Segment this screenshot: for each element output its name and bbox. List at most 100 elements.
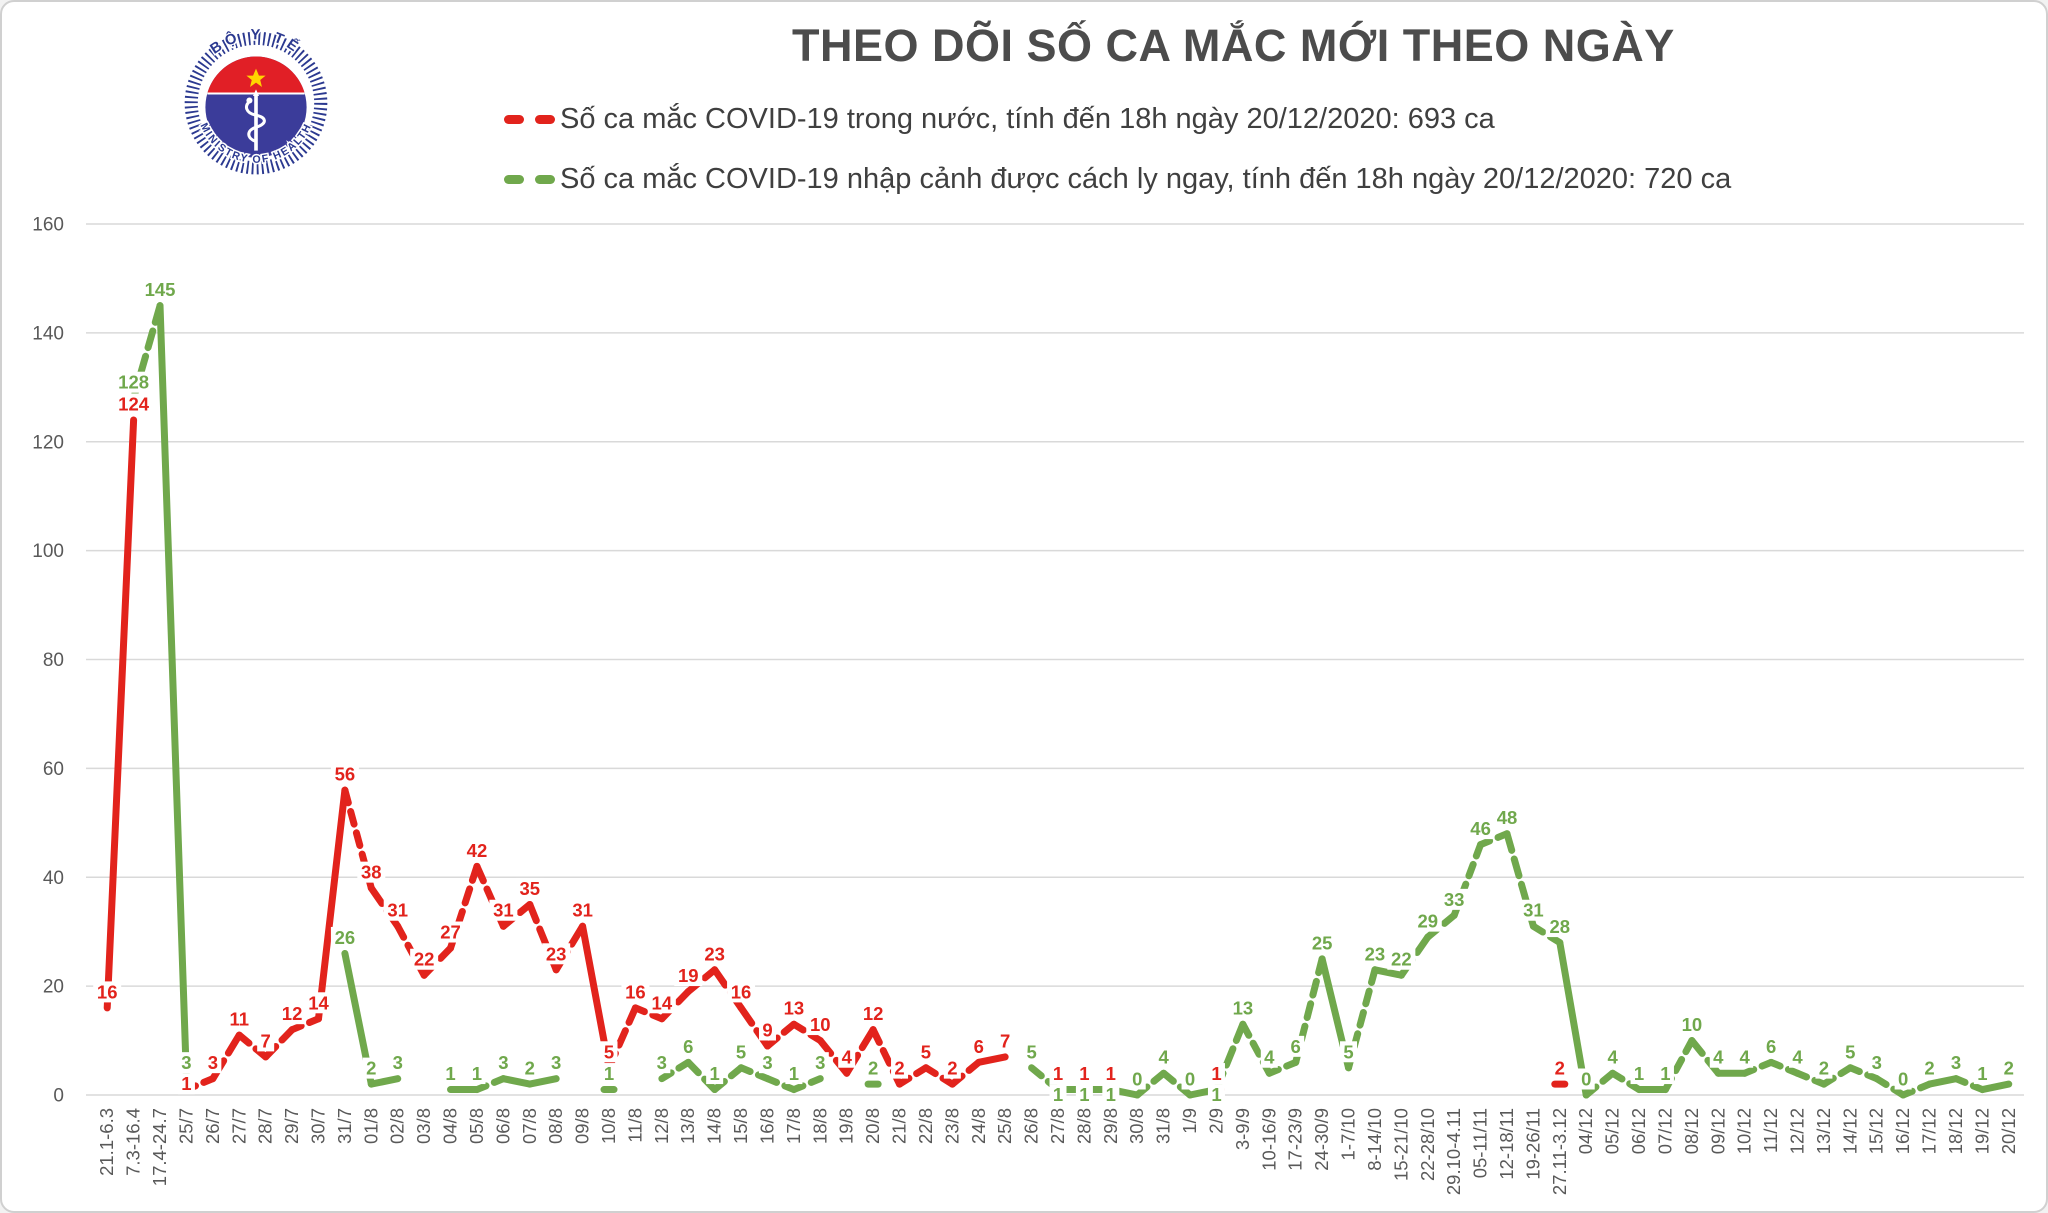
series-line-imported	[1424, 911, 1458, 941]
data-label: 3	[762, 1052, 772, 1073]
y-tick-label: 20	[43, 977, 64, 998]
data-label-bg	[864, 1057, 882, 1079]
data-label: 7	[261, 1030, 271, 1051]
x-tick-label: 05/8	[466, 1108, 487, 1144]
logo-snake-head	[246, 97, 253, 104]
series-line-domestic	[896, 1064, 930, 1088]
data-label-bg	[1360, 943, 1389, 965]
data-label: 4	[1792, 1047, 1803, 1068]
x-tick-label: 09/12	[1707, 1108, 1728, 1154]
legend-dash-green	[504, 174, 524, 184]
data-label-bg	[1577, 1068, 1595, 1090]
data-label: 5	[604, 1041, 614, 1062]
data-label: 128	[118, 372, 149, 393]
data-label: 23	[704, 943, 725, 964]
x-tick-label: 05/12	[1602, 1108, 1623, 1154]
x-tick-label: 1/9	[1179, 1108, 1200, 1134]
data-label: 0	[1581, 1069, 1591, 1090]
series-line-imported	[1926, 1075, 1960, 1088]
data-label-bg	[1604, 1046, 1622, 1068]
data-label: 5	[1845, 1041, 1855, 1062]
x-tick-label: 03/8	[413, 1108, 434, 1144]
data-label-bg	[1868, 1052, 1886, 1074]
series-line-imported	[1688, 1037, 1722, 1077]
data-label: 1	[181, 1073, 191, 1094]
data-label-bg	[383, 899, 412, 921]
data-label: 3	[815, 1052, 825, 1073]
data-label: 12	[282, 1003, 303, 1024]
x-tick-label: 15/12	[1866, 1108, 1887, 1154]
legend-item-imported: Số ca mắc COVID-19 nhập cảnh được cách l…	[504, 158, 1731, 200]
data-label-bg	[732, 1041, 750, 1063]
series-line-imported	[1477, 830, 1511, 849]
x-tick-label: 28/7	[255, 1108, 276, 1144]
data-label-bg	[1947, 1052, 1965, 1074]
data-label-bg	[93, 981, 122, 1003]
series-line-imported	[1873, 1075, 1907, 1099]
data-label-bg	[785, 1063, 803, 1085]
data-label: 3	[1951, 1052, 1961, 1073]
data-label: 1	[1053, 1084, 1063, 1105]
series-line-domestic	[103, 416, 138, 1012]
data-label-bg	[542, 943, 571, 965]
data-label: 2	[1924, 1058, 1934, 1079]
legend: Số ca mắc COVID-19 trong nước, tính đến …	[504, 98, 1731, 218]
series-line-imported	[1529, 922, 1564, 947]
series-line-imported	[1160, 1069, 1194, 1099]
data-label-bg	[1815, 1057, 1833, 1079]
data-label: 1	[1660, 1063, 1670, 1084]
data-label-bg	[679, 1035, 697, 1057]
series-line-domestic	[420, 944, 455, 979]
series-line-imported	[1371, 966, 1405, 979]
x-tick-label: 07/12	[1654, 1108, 1675, 1154]
data-label: 0	[1132, 1069, 1142, 1090]
data-label: 46	[1470, 818, 1491, 839]
data-label: 31	[1523, 900, 1544, 921]
y-tick-label: 160	[32, 215, 64, 236]
data-label: 13	[1233, 998, 1254, 1019]
data-label: 4	[1158, 1047, 1169, 1068]
data-label: 6	[974, 1036, 984, 1057]
logo-snake-icon	[245, 99, 266, 144]
data-label: 1	[1106, 1063, 1116, 1084]
series-line-imported	[1133, 1069, 1168, 1099]
data-label: 28	[1550, 916, 1571, 937]
legend-label-imported: Số ca mắc COVID-19 nhập cảnh được cách l…	[560, 162, 1732, 195]
data-label-bg	[1789, 1046, 1807, 1068]
x-tick-label: 7.3-16.4	[123, 1108, 144, 1176]
series-line-domestic	[235, 1031, 270, 1061]
data-label-bg	[647, 992, 676, 1014]
data-label: 23	[546, 943, 567, 964]
data-label-bg	[653, 1052, 671, 1074]
x-tick-label: 22/8	[915, 1108, 936, 1144]
series-line-imported	[526, 1075, 560, 1088]
data-label: 4	[1713, 1047, 1724, 1068]
data-label-bg	[1102, 1063, 1120, 1085]
data-label: 7	[1000, 1030, 1010, 1051]
data-label: 2	[947, 1058, 957, 1079]
data-label: 27	[440, 922, 461, 943]
x-tick-label: 06/8	[492, 1108, 513, 1144]
x-tick-label: 13/12	[1813, 1108, 1834, 1154]
series-line-domestic	[658, 988, 692, 1023]
data-label-bg	[1736, 1046, 1754, 1068]
y-tick-label: 140	[32, 323, 64, 344]
data-label-bg	[1630, 1063, 1648, 1085]
data-label-bg	[1921, 1057, 1939, 1079]
data-label: 2	[1555, 1058, 1565, 1079]
series-line-imported	[658, 1058, 692, 1083]
data-label: 10	[1682, 1014, 1703, 1035]
data-label-bg	[114, 393, 154, 415]
x-tick-label: 25/8	[994, 1108, 1015, 1144]
data-label: 11	[229, 1009, 249, 1030]
data-label-bg	[568, 899, 597, 921]
data-label-bg	[1656, 1063, 1674, 1085]
x-tick-label: 1-7/10	[1338, 1108, 1359, 1160]
data-label: 5	[1026, 1041, 1036, 1062]
data-label-bg	[758, 1052, 776, 1074]
data-label-bg	[278, 1003, 307, 1025]
data-label: 5	[921, 1041, 931, 1062]
data-label-bg	[468, 1063, 486, 1085]
data-label: 4	[1264, 1047, 1275, 1068]
data-label-bg	[621, 981, 650, 1003]
